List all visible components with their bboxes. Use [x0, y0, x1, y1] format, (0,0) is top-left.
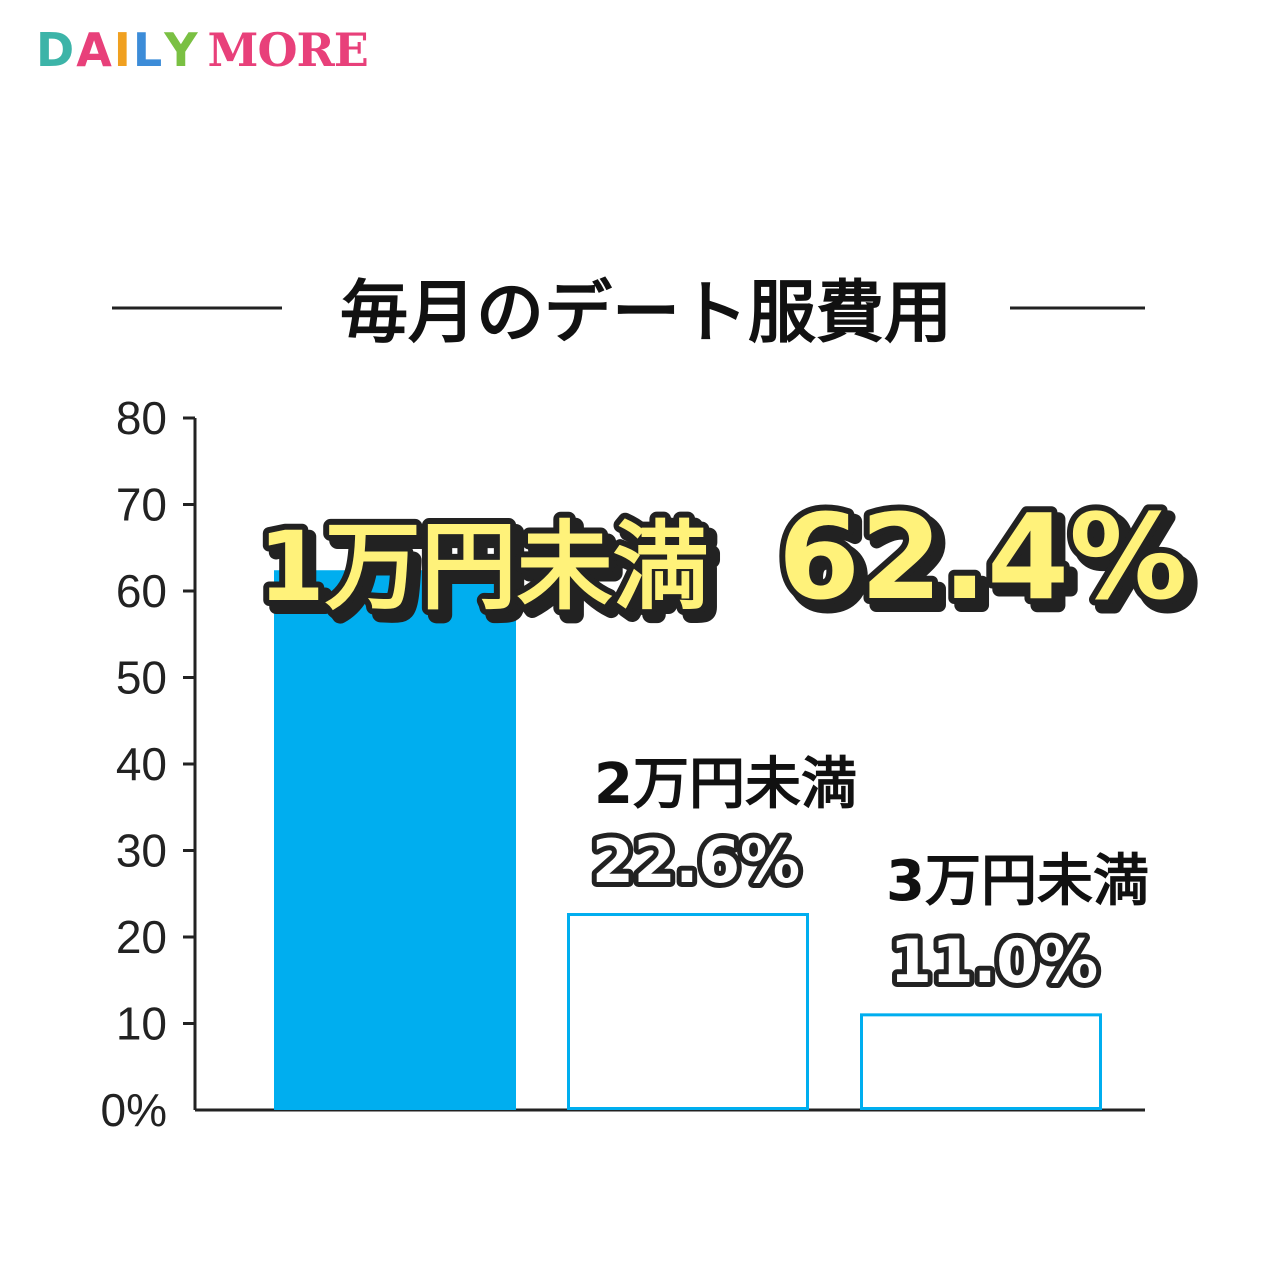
bar-2-category-label: 2万円未満	[594, 752, 857, 817]
y-tick-label: 60	[116, 565, 167, 617]
y-tick-label: 50	[116, 652, 167, 704]
bar-1-value-label-shadow: 62.4%	[785, 495, 1194, 633]
bar-2-value-label: 22.6%22.6%	[587, 822, 805, 902]
y-tick-label: 0%	[101, 1084, 167, 1136]
y-tick-label: 70	[116, 479, 167, 531]
y-tick-label: 80	[116, 392, 167, 444]
y-tick-label: 30	[116, 825, 167, 877]
bar-3-value-label-outline: 11.0%	[890, 927, 1098, 997]
bar-1-value-label-fill: 62.4%	[778, 488, 1187, 626]
bar-2	[567, 913, 809, 1111]
bars	[274, 570, 1102, 1111]
bar-1-category-label-fill: 1万円未満	[258, 511, 709, 623]
y-tick-label: 20	[116, 911, 167, 963]
logo-letter: Y	[164, 23, 200, 77]
bar-2-value-label-outline: 22.6%	[592, 827, 800, 897]
bar-3-value-label-fill: 11.0%	[890, 927, 1098, 997]
logo-letter: L	[132, 23, 165, 77]
bar-1	[274, 570, 516, 1110]
chart-title: 毎月のデート服費用	[340, 274, 952, 353]
bar-3	[860, 1013, 1102, 1110]
logo-letter: D	[36, 23, 77, 77]
logo-more-text: MORE	[207, 23, 369, 77]
bar-3-category-label: 3万円未満	[886, 849, 1149, 914]
bar-1-category-label-outline: 1万円未満	[258, 511, 709, 623]
bar-1-value-label-outline: 62.4%	[778, 488, 1187, 626]
y-tick-label: 40	[116, 738, 167, 790]
logo-letter: I	[113, 23, 133, 77]
bar-3-value-label: 11.0%11.0%	[885, 922, 1103, 1002]
y-tick-label: 10	[116, 998, 167, 1050]
bar-1-category-label-shadow: 1万円未満	[265, 518, 716, 630]
bar-1-value-label: 62.4%62.4%62.4%	[772, 482, 1201, 640]
bar-2-value-label-fill: 22.6%	[592, 827, 800, 897]
logo-letter: A	[76, 23, 114, 77]
axes: 0% 10 20 30 40 50 60 70 80	[101, 392, 1145, 1136]
